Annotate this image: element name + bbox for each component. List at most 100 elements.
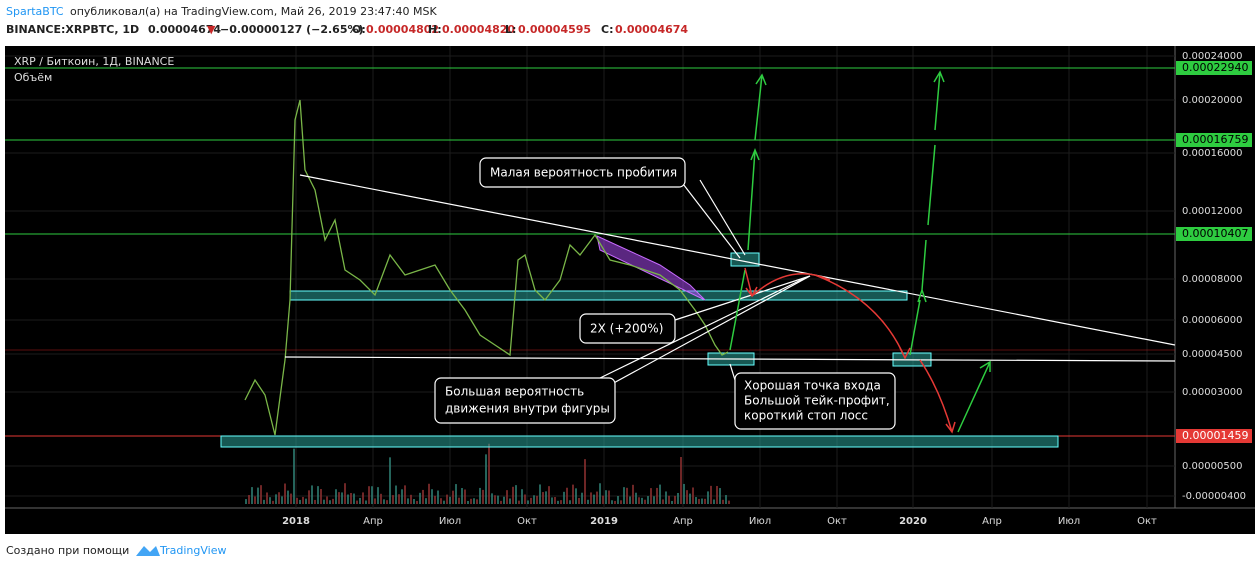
volume-bar [371,486,373,504]
volume-bar [248,495,250,504]
zone [289,290,908,301]
volume-bar [602,495,604,504]
volume-bar [695,497,697,504]
close: 0.00004674 [615,23,688,36]
volume-bar [551,497,553,504]
volume-bar [539,484,541,504]
callout [734,372,896,430]
volume-bar [698,498,700,504]
volume-bar [653,496,655,504]
volume-bar [623,487,625,504]
time-tick: Июл [749,516,771,527]
volume-bar [596,491,598,504]
volume-bar [620,500,622,504]
volume-bar [395,485,397,504]
volume-bar [278,492,280,504]
trendlines [284,174,1176,386]
volume-bar [632,484,634,504]
volume-bar [272,500,274,504]
price-tick: 0.00016000 [1182,148,1242,159]
volume-bar [668,495,670,504]
volume-bar [545,491,547,504]
marker: 0.00010407 [1182,227,1248,240]
callout [434,377,616,424]
callout [579,313,676,344]
volume-bar [422,489,424,504]
volume-bar [413,499,415,504]
volume-bar [710,485,712,504]
volume-bar [590,492,592,504]
price-tick: -0.00000400 [1182,491,1246,502]
callout [479,157,686,188]
volume-bar [677,492,679,504]
open-label: O: [352,23,366,36]
volume-bar [446,494,448,504]
time-tick: Окт [517,516,537,527]
volume-bar [473,498,475,504]
marker: 0.00016759 [1182,133,1248,146]
volume-bar [707,491,709,504]
volume-bar [662,499,664,504]
volume-bar [599,483,601,504]
volume-bar [725,495,727,504]
volume-bar [464,489,466,504]
time-tick: Апр [982,516,1002,527]
volume-bar [290,493,292,504]
chart-bg [5,46,1255,508]
volume-bar [440,498,442,504]
volume-bar [521,489,523,504]
volume-bar [467,500,469,504]
price-tick: 0.00004500 [1182,349,1242,360]
volume-bar [605,490,607,504]
change: −0.00000127 (−2.65%) [220,23,364,36]
pointer [729,363,736,381]
author[interactable]: SpartaBTC [6,5,64,18]
marker: 0.00001459 [1182,429,1248,442]
red-arrows [744,267,956,434]
volume-bar [713,499,715,504]
price-path [244,99,729,436]
footer-brand[interactable]: TradingView [159,544,226,557]
volume-bar [275,494,277,504]
legend-pair: XRP / Биткоин, 1Д, BINANCE [14,55,174,68]
volume-bar [443,500,445,504]
volume-bar [383,499,385,504]
volume-bar [482,489,484,504]
legend-volume: Объём [14,71,52,84]
volume-bar [485,454,487,504]
time-axis-bg [5,508,1255,534]
volume-bar [296,497,298,504]
pointer [599,277,806,379]
volume-bar [308,490,310,504]
volume-bar [353,493,355,504]
volume-bar [614,500,616,504]
arrow [751,273,831,297]
volume-bar [689,493,691,504]
price-markers: 0.00022940 0.00016759 0.00010407 0.00001… [1176,61,1252,443]
high-label: H: [428,23,442,36]
volume-bar [542,492,544,504]
volume-bar [686,490,688,504]
volume-bar [647,496,649,504]
time-tick: 2019 [590,516,618,527]
volume-bar [416,500,418,504]
time-tick: Апр [673,516,693,527]
volume-bar [293,448,295,504]
volume-bar [506,490,508,504]
volume-bar [320,489,322,504]
volume-bar [263,499,265,504]
symbol: BINANCE:XRPBTC, 1D [6,23,139,36]
volume-bar [554,497,556,504]
volume-bar [728,500,730,504]
volume-bar [404,485,406,504]
volume-bar [407,498,409,504]
time-axis: 2018 Апр Июл Окт 2019 Апр Июл Окт 2020 Апр Июл Окт [282,516,1157,527]
grid [5,46,1175,508]
volume-bar [563,491,565,504]
volume-bar [500,500,502,504]
pointer [679,179,741,259]
volume-bar [656,487,658,504]
volume-bar [311,485,313,504]
volume-bar [518,500,520,504]
